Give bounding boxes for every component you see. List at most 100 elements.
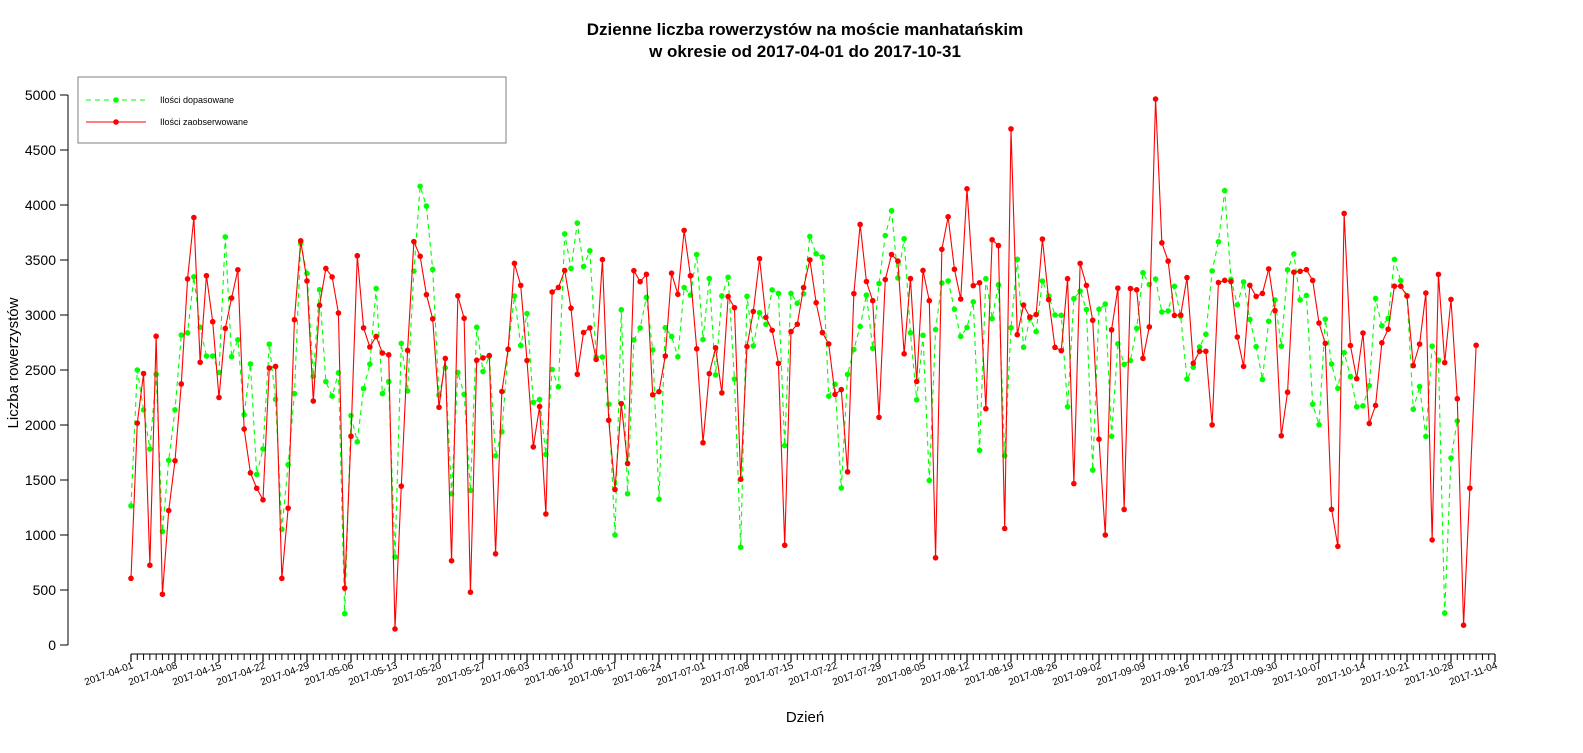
data-point-fitted [1341,349,1347,356]
data-point-observed [712,344,719,351]
x-tick-label: 2017-06-10 [523,660,575,688]
data-point-observed [1259,290,1266,297]
data-point-fitted [253,471,260,478]
x-tick-label: 2017-08-05 [875,660,927,688]
data-point-fitted [756,309,763,316]
data-point-observed [316,302,323,309]
data-point-observed [304,278,310,284]
data-point-fitted [882,232,889,239]
legend-marker-fitted [113,97,119,103]
data-point-fitted [1322,316,1329,322]
data-point-observed [197,359,203,366]
data-point-observed [291,316,298,323]
data-point-fitted [417,183,423,190]
data-point-observed [763,314,769,321]
data-point-observed [1360,330,1366,336]
data-point-fitted [976,447,983,454]
data-point-fitted [939,280,945,286]
data-point-observed [1416,341,1423,347]
data-point-fitted [1020,344,1027,351]
data-point-observed [310,398,317,404]
data-point-fitted [712,372,719,378]
data-point-fitted [1284,266,1291,273]
data-point-observed [1473,342,1479,349]
data-point-fitted [1108,433,1115,440]
data-point-observed [618,400,625,407]
data-point-fitted [725,274,731,281]
data-point-observed [228,295,235,301]
data-point-observed [631,267,637,274]
data-point-fitted [1077,288,1083,294]
data-point-fitted [1234,302,1241,308]
data-point-observed [863,278,870,285]
data-point-observed [901,351,907,357]
data-point-observed [561,267,568,274]
data-point-fitted [869,345,876,352]
data-point-fitted [1379,322,1385,329]
y-axis-label: Liczba rowerzystów [5,297,22,428]
data-point-fitted [549,366,555,373]
data-point-observed [1140,355,1146,362]
data-point-observed [1372,402,1379,409]
data-point-fitted [888,207,895,214]
data-point-fitted [247,361,254,367]
data-point-fitted [423,203,430,209]
x-tick-label: 2017-04-01 [83,660,135,688]
data-point-observed [788,328,794,335]
data-point-observed [1209,422,1215,428]
data-point-observed [876,414,882,421]
data-point-observed [1265,266,1272,272]
data-point-fitted [467,487,474,494]
data-point-fitted [643,294,650,301]
data-point-fitted [561,231,568,237]
data-point-fitted [662,324,669,331]
data-point-fitted [719,293,725,299]
data-point-observed [178,381,185,387]
data-point-fitted [1209,268,1215,274]
data-point-fitted [360,385,367,392]
data-point-observed [668,270,675,277]
x-tick-label: 2017-09-30 [1227,660,1279,688]
data-point-observed [222,325,229,332]
data-point-fitted [1278,343,1285,349]
data-point-fitted [844,371,851,378]
data-point-fitted [235,337,241,343]
data-point-observed [486,352,493,359]
data-point-fitted [1253,343,1259,350]
data-point-observed [1058,347,1065,354]
data-point-fitted [1096,306,1102,312]
data-point-fitted [379,390,386,397]
data-point-observed [1102,532,1109,538]
data-point-observed [725,293,731,300]
y-tick-label: 4000 [25,197,56,213]
data-point-observed [939,246,945,253]
x-axis: 2017-04-012017-04-082017-04-152017-04-22… [83,653,1499,688]
data-point-fitted [1064,403,1071,410]
data-point-fitted [1008,324,1014,331]
data-point-fitted [788,290,794,297]
x-tick-label: 2017-10-21 [1359,660,1411,688]
data-point-fitted [945,278,951,284]
data-point-fitted [1410,406,1417,413]
data-point-observed [1391,283,1398,289]
data-point-observed [348,433,354,440]
data-point-observed [700,439,706,446]
y-tick-label: 500 [33,582,57,598]
data-point-fitted [857,323,863,330]
data-point-observed [1253,293,1259,300]
data-point-observed [1108,327,1115,333]
data-point-fitted [348,412,354,419]
data-point-observed [888,251,895,258]
data-point-fitted [737,544,744,551]
data-point-fitted [228,353,235,360]
data-point-observed [266,365,273,371]
data-point-fitted [1297,297,1303,303]
data-point-fitted [744,293,750,300]
data-point-observed [1278,432,1285,439]
data-point-observed [637,278,643,285]
series-line-observed [130,99,1477,629]
x-tick-label: 2017-05-13 [347,660,399,688]
data-point-fitted [1146,281,1153,288]
series-observed [128,96,1479,632]
